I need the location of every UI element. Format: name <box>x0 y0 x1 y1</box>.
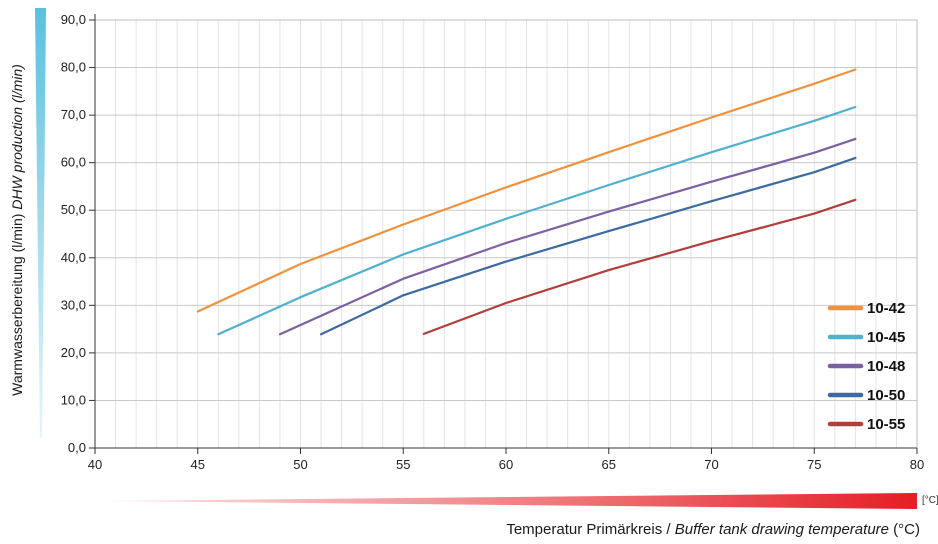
legend-label-10-55: 10-55 <box>867 416 905 433</box>
x-tick-label: 60 <box>499 457 513 472</box>
legend-label-10-50: 10-50 <box>867 387 905 404</box>
x-tick-label: 70 <box>704 457 718 472</box>
y-axis-gradient-wedge <box>35 8 46 438</box>
y-tick-label: 80,0 <box>61 60 86 75</box>
series-line-10-55 <box>422 198 857 335</box>
y-tick-label: 40,0 <box>61 250 86 265</box>
x-unit-tag: [°C] <box>922 495 938 506</box>
x-tick-label: 45 <box>191 457 205 472</box>
x-axis-label-unit: (°C) <box>889 521 920 538</box>
y-axis-label: Warmwasserbereitung (l/min) DHW producti… <box>9 0 25 460</box>
series-line-10-50 <box>320 156 857 336</box>
x-tick-label: 80 <box>910 457 924 472</box>
y-tick-label: 30,0 <box>61 297 86 312</box>
y-tick-label: 70,0 <box>61 107 86 122</box>
series-line-10-42 <box>196 68 857 313</box>
series-line-10-45 <box>217 105 857 336</box>
y-tick-label: 90,0 <box>61 12 86 27</box>
y-axis-label-main: Warmwasserbereitung (l/min) <box>9 209 25 396</box>
y-tick-label: 50,0 <box>61 202 86 217</box>
y-tick-label: 60,0 <box>61 155 86 170</box>
legend-label-10-48: 10-48 <box>867 358 905 375</box>
y-tick-label: 10,0 <box>61 392 86 407</box>
x-tick-label: 75 <box>807 457 821 472</box>
x-tick-label: 55 <box>396 457 410 472</box>
legend-label-10-45: 10-45 <box>867 329 905 346</box>
x-tick-label: 50 <box>293 457 307 472</box>
x-axis-label-italic: Buffer tank drawing temperature <box>674 521 889 538</box>
x-axis-label: Temperatur Primärkreis / Buffer tank dra… <box>506 521 920 538</box>
y-tick-label: 0,0 <box>68 440 86 455</box>
x-axis-gradient-wedge <box>98 493 917 509</box>
y-tick-label: 20,0 <box>61 345 86 360</box>
axes: 0,0 10,0 20,0 30,0 40,0 50,0 60,0 70,0 80,0 90,0 4… <box>61 12 925 472</box>
y-axis-label-italic: DHW production (l/min) <box>9 64 25 210</box>
legend: 10-42 10-45 10-48 10-50 10-55 <box>827 300 905 433</box>
x-axis-label-main: Temperatur Primärkreis / <box>506 521 675 538</box>
legend-label-10-42: 10-42 <box>867 300 905 317</box>
x-tick-label: 40 <box>88 457 102 472</box>
series-line-10-48 <box>278 137 857 336</box>
x-tick-label: 65 <box>602 457 616 472</box>
decor <box>35 8 917 509</box>
grid <box>95 19 917 449</box>
series-lines <box>196 68 857 336</box>
